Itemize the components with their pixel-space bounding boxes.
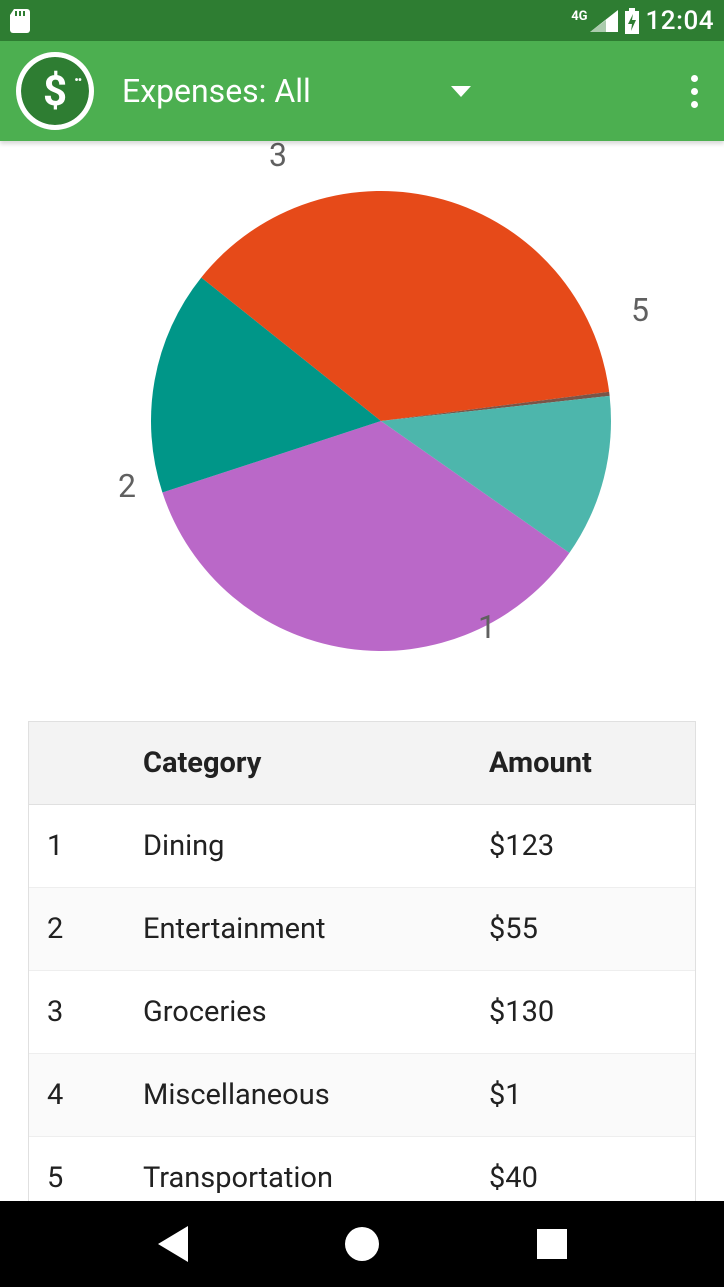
spinner-label: Expenses: All	[122, 72, 311, 110]
pie-chart[interactable]: 1 2 3 5	[0, 141, 724, 721]
row-index: 3	[29, 971, 129, 1053]
dollar-icon: $	[23, 59, 87, 123]
android-status-bar: 4G 12:04	[0, 0, 724, 41]
content-area: 1235 Category Amount 1Dining$1232Enterta…	[0, 141, 724, 1220]
expense-table: Category Amount 1Dining$1232Entertainmen…	[28, 721, 696, 1220]
android-nav-bar	[0, 1201, 724, 1287]
row-amount: $130	[475, 971, 695, 1053]
clock: 12:04	[646, 6, 714, 36]
app-bar: $ Expenses: All	[0, 41, 724, 141]
row-category: Entertainment	[129, 888, 475, 970]
row-category: Groceries	[129, 971, 475, 1053]
dropdown-arrow-icon	[451, 86, 471, 97]
nav-recent-button[interactable]	[537, 1229, 567, 1259]
header-category: Category	[129, 722, 475, 804]
row-amount: $123	[475, 805, 695, 887]
header-index	[29, 722, 129, 804]
row-category: Miscellaneous	[129, 1054, 475, 1136]
row-index: 4	[29, 1054, 129, 1136]
pie-label-1: 1	[478, 608, 496, 646]
filter-spinner[interactable]: Expenses: All	[122, 72, 471, 110]
pie-label-3: 3	[269, 141, 287, 174]
status-right: 4G 12:04	[571, 6, 714, 36]
table-row[interactable]: 2Entertainment$55	[29, 888, 695, 971]
row-index: 1	[29, 805, 129, 887]
pie-chart-area: 1 2 3 5	[0, 141, 724, 721]
table-row[interactable]: 3Groceries$130	[29, 971, 695, 1054]
pie-label-5: 5	[631, 291, 649, 329]
row-index: 2	[29, 888, 129, 970]
pie-label-2: 2	[118, 467, 136, 505]
battery-charging-icon	[624, 8, 640, 34]
row-category: Dining	[129, 805, 475, 887]
nav-back-button[interactable]	[158, 1226, 188, 1262]
signal-icon	[590, 10, 618, 32]
table-row[interactable]: 1Dining$123	[29, 805, 695, 888]
nav-home-button[interactable]	[345, 1227, 379, 1261]
network-type: 4G	[571, 9, 587, 24]
header-amount: Amount	[475, 722, 695, 804]
overflow-menu-button[interactable]	[681, 65, 708, 118]
table-header-row: Category Amount	[29, 722, 695, 805]
status-left	[10, 9, 30, 33]
table-row[interactable]: 4Miscellaneous$1	[29, 1054, 695, 1137]
row-amount: $1	[475, 1054, 695, 1136]
row-amount: $55	[475, 888, 695, 970]
app-logo[interactable]: $	[16, 52, 94, 130]
table-body: 1Dining$1232Entertainment$553Groceries$1…	[29, 805, 695, 1219]
sd-card-icon	[10, 9, 30, 33]
